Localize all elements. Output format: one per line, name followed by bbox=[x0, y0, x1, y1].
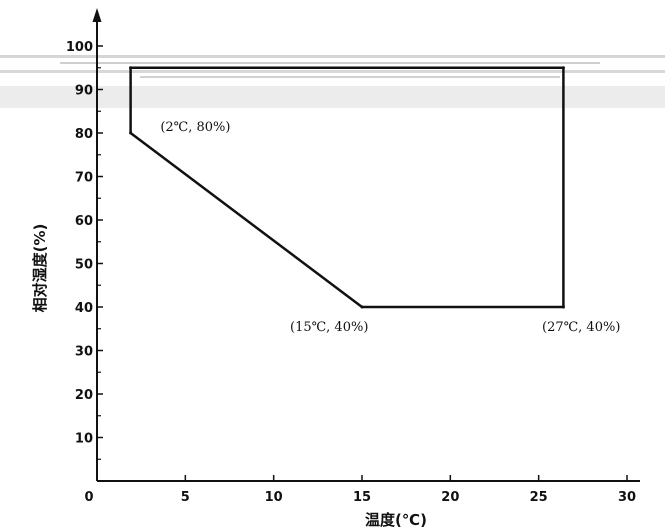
annotations: (2℃, 80%) (15℃, 40%) (27℃, 40%) bbox=[129, 66, 620, 335]
y-tick-label: 90 bbox=[75, 84, 93, 99]
x-tick-label: 20 bbox=[441, 490, 459, 505]
x-tick-label: 25 bbox=[530, 490, 548, 505]
y-tick-label: 80 bbox=[75, 127, 93, 142]
y-ticks: 10 20 30 40 50 60 70 80 90 100 bbox=[66, 40, 103, 460]
y-tick-label: 50 bbox=[75, 258, 93, 273]
y-tick-label: 10 bbox=[75, 432, 93, 447]
x-tick-label: 0 bbox=[84, 490, 93, 505]
y-tick-label: 40 bbox=[75, 301, 93, 316]
x-ticks: 0 5 10 15 20 25 30 bbox=[84, 475, 636, 505]
point-annotation: (2℃, 80%) bbox=[160, 120, 230, 135]
y-tick-label: 20 bbox=[75, 388, 93, 403]
x-axis-label: 温度(℃) bbox=[365, 511, 427, 529]
y-tick-label: 70 bbox=[75, 171, 93, 186]
data-point bbox=[129, 131, 133, 135]
data-point bbox=[561, 66, 565, 70]
point-annotation: (27℃, 40%) bbox=[542, 320, 620, 335]
data-point bbox=[561, 305, 565, 309]
y-tick-label: 60 bbox=[75, 214, 93, 229]
scan-noise-band bbox=[0, 55, 665, 108]
axes bbox=[92, 8, 640, 482]
point-annotation: (15℃, 40%) bbox=[290, 320, 368, 335]
x-tick-label: 10 bbox=[265, 490, 283, 505]
x-tick-label: 5 bbox=[181, 490, 190, 505]
y-tick-label: 100 bbox=[66, 40, 93, 55]
x-tick-label: 30 bbox=[618, 490, 636, 505]
y-axis-arrow bbox=[92, 8, 102, 22]
x-tick-label: 15 bbox=[353, 490, 371, 505]
data-point bbox=[360, 305, 364, 309]
y-tick-label: 30 bbox=[75, 345, 93, 360]
data-point bbox=[129, 66, 133, 70]
series-line bbox=[129, 66, 565, 309]
y-axis-label: 相对湿度(%) bbox=[31, 224, 49, 313]
